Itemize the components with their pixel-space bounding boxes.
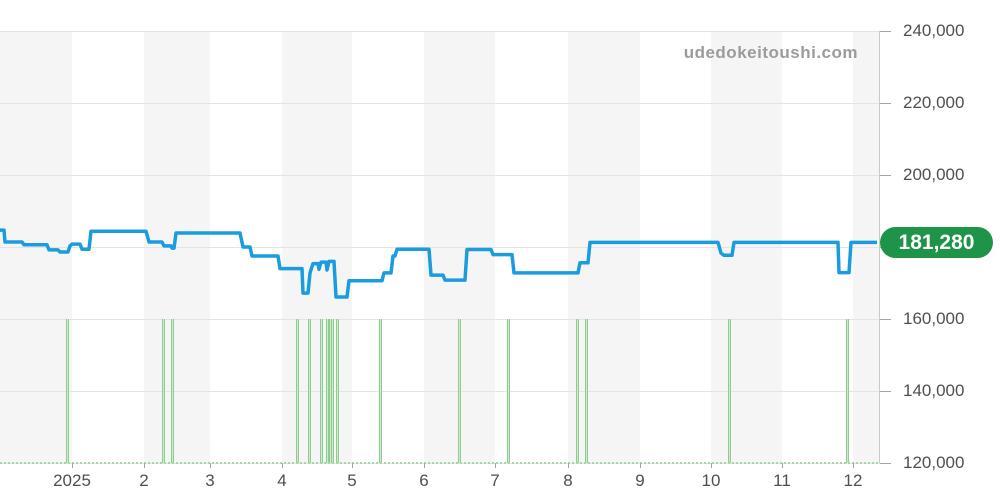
gridline — [0, 247, 880, 248]
y-axis-tick — [880, 391, 891, 392]
x-axis-tick — [568, 463, 569, 468]
y-axis-label: 240,000 — [903, 21, 965, 40]
current-price-value: 181,280 — [898, 230, 975, 254]
x-axis-tick — [72, 463, 73, 468]
gridline — [0, 31, 880, 32]
event-bar — [331, 319, 334, 463]
y-axis-label: 160,000 — [903, 309, 965, 328]
x-axis-label: 10 — [701, 471, 721, 490]
x-axis-label: 11 — [773, 471, 791, 490]
x-axis-tick — [352, 463, 353, 468]
x-axis-label: 8 — [563, 471, 573, 490]
y-axis-label: 200,000 — [903, 165, 965, 184]
x-axis-tick — [495, 463, 496, 468]
event-bar — [308, 319, 311, 463]
event-bar — [66, 319, 69, 463]
y-axis-tick — [880, 463, 891, 464]
x-axis-tick — [424, 463, 425, 468]
event-bar — [507, 319, 510, 463]
y-axis-label: 120,000 — [903, 453, 965, 472]
y-axis-tick — [880, 31, 891, 32]
x-axis-label: 5 — [347, 471, 357, 490]
x-axis-label: 9 — [635, 471, 645, 490]
y-axis-label: 220,000 — [903, 93, 965, 112]
event-bar — [326, 319, 329, 463]
x-axis-tick — [282, 463, 283, 468]
x-axis-label: 2025 — [53, 471, 91, 490]
event-bar — [296, 319, 299, 463]
event-bar — [171, 319, 174, 463]
x-axis-label: 3 — [205, 471, 215, 490]
event-bar — [379, 319, 382, 463]
price-line — [0, 228, 877, 299]
event-bar — [846, 319, 849, 463]
x-axis-label: 6 — [419, 471, 429, 490]
x-axis-label: 2 — [139, 471, 149, 490]
x-axis-tick — [144, 463, 145, 468]
x-axis-label: 12 — [843, 471, 863, 490]
y-axis-tick — [880, 103, 891, 104]
x-axis-tick — [782, 463, 783, 468]
event-bar — [458, 319, 461, 463]
x-axis-label: 7 — [490, 471, 500, 490]
y-axis-tick — [880, 175, 891, 176]
volume-baseline — [0, 462, 880, 464]
gridline — [0, 319, 880, 320]
event-bar — [585, 319, 588, 463]
x-axis-tick — [640, 463, 641, 468]
watermark: udedokeitoushi.com — [683, 43, 858, 62]
x-axis-label: 4 — [277, 471, 287, 490]
event-bar — [162, 319, 165, 463]
event-bar — [728, 319, 731, 463]
y-axis-tick — [880, 319, 891, 320]
plot-right-border — [879, 31, 880, 463]
event-bar — [336, 319, 339, 463]
y-axis-label: 140,000 — [903, 381, 965, 400]
event-bar — [320, 319, 323, 463]
x-axis-tick — [711, 463, 712, 468]
event-bar — [576, 319, 579, 463]
gridline — [0, 103, 880, 104]
gridline — [0, 391, 880, 392]
x-axis-tick — [853, 463, 854, 468]
gridline — [0, 175, 880, 176]
x-axis-tick — [210, 463, 211, 468]
current-price-badge: 181,280 — [880, 227, 993, 258]
